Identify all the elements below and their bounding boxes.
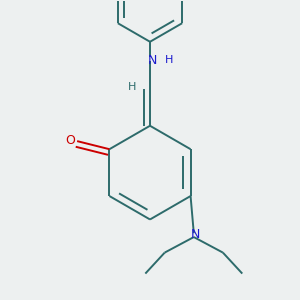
Text: N: N	[191, 228, 200, 241]
Text: H: H	[128, 82, 136, 92]
Text: O: O	[65, 134, 75, 147]
Text: N: N	[147, 54, 157, 67]
Text: H: H	[165, 55, 173, 65]
